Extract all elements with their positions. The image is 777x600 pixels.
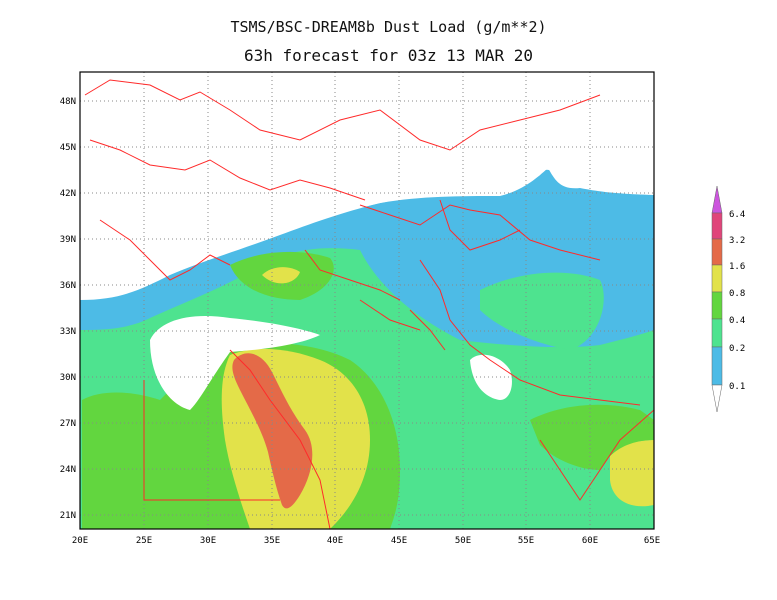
lat-label: 24N <box>60 465 76 475</box>
dust-patch-0.8-east <box>610 440 654 507</box>
clear-caspian <box>470 354 512 400</box>
clear-north <box>80 72 654 296</box>
lat-label: 42N <box>60 189 76 199</box>
lat-label: 27N <box>60 419 76 429</box>
dust-level-1.6 <box>232 353 313 509</box>
dust-patch-0.4-east <box>530 404 654 470</box>
country-borders <box>84 79 654 529</box>
lat-label: 45N <box>60 143 76 153</box>
dust-patch-0.8-anatolia <box>262 267 300 284</box>
legend-label: 6.4 <box>729 210 745 220</box>
legend-swatch-1.6 <box>711 238 723 266</box>
legend-swatch-3.2 <box>711 212 723 240</box>
lon-label: 65E <box>644 536 660 546</box>
lat-label: 39N <box>60 235 76 245</box>
dust-field <box>80 72 654 529</box>
lon-label: 25E <box>136 536 152 546</box>
lon-label: 35E <box>264 536 280 546</box>
lon-label: 40E <box>327 536 343 546</box>
legend-label: 0.8 <box>729 289 745 299</box>
legend-label: 3.2 <box>729 236 745 246</box>
lon-label: 20E <box>72 536 88 546</box>
color-legend: 6.4 3.2 1.6 0.8 0.4 0.2 0.1 <box>711 185 745 413</box>
clear-mediterranean <box>150 316 320 410</box>
lon-label: 30E <box>200 536 216 546</box>
lon-label: 55E <box>518 536 534 546</box>
legend-swatch-0.2 <box>711 318 723 348</box>
map-frame <box>79 71 655 530</box>
lat-label: 36N <box>60 281 76 291</box>
map-subtitle: 63h forecast for 03z 13 MAR 20 <box>244 46 533 65</box>
lon-label: 50E <box>455 536 471 546</box>
legend-swatch-0.8 <box>711 264 723 293</box>
map-title: TSMS/BSC-DREAM8b Dust Load (g/m**2) <box>230 18 547 36</box>
lon-label: 60E <box>582 536 598 546</box>
legend-label: 0.4 <box>729 316 745 326</box>
legend-swatch-below <box>711 384 723 413</box>
lat-label: 48N <box>60 97 76 107</box>
lat-label: 33N <box>60 327 76 337</box>
latitude-labels: 48N 45N 42N 39N 36N 33N 30N 27N 24N 21N <box>60 97 76 521</box>
lat-label: 30N <box>60 373 76 383</box>
longitude-labels: 20E 25E 30E 35E 40E 45E 50E 55E 60E 65E <box>72 536 660 546</box>
legend-label: 1.6 <box>729 262 745 272</box>
legend-label: 0.2 <box>729 344 745 354</box>
legend-swatch-6.4 <box>711 185 723 214</box>
legend-label: 0.1 <box>729 382 745 392</box>
lon-label: 45E <box>391 536 407 546</box>
legend-swatch-0.4 <box>711 291 723 320</box>
legend-swatch-0.1 <box>711 346 723 386</box>
lat-label: 21N <box>60 511 76 521</box>
